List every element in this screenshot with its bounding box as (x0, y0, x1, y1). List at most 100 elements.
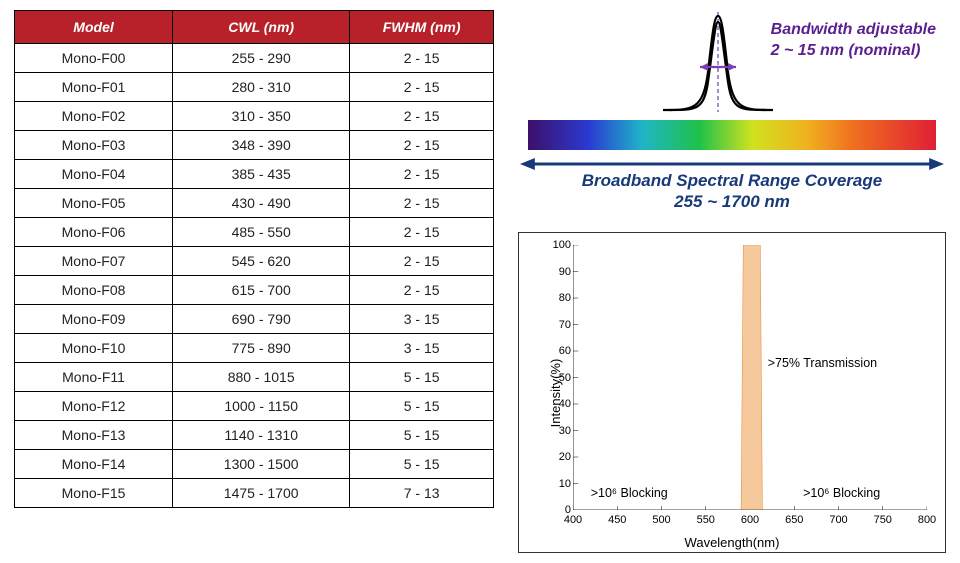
chart-y-tick-label: 20 (549, 451, 571, 463)
chart-y-tick-label: 30 (549, 425, 571, 437)
spectrum-gradient-bar (528, 120, 936, 150)
chart-x-axis-label: Wavelength(nm) (519, 535, 945, 550)
table-cell: 310 - 350 (173, 102, 350, 131)
range-label: Broadband Spectral Range Coverage 255 ~ … (518, 170, 946, 213)
chart-x-tick-label: 550 (697, 514, 715, 526)
table-cell: 1140 - 1310 (173, 421, 350, 450)
table-cell: 7 - 13 (350, 479, 494, 508)
table-cell: 2 - 15 (350, 73, 494, 102)
table-row: Mono-F07545 - 6202 - 15 (15, 247, 494, 276)
table-row: Mono-F121000 - 11505 - 15 (15, 392, 494, 421)
table-cell: 2 - 15 (350, 218, 494, 247)
table-row: Mono-F151475 - 17007 - 13 (15, 479, 494, 508)
table-cell: 5 - 15 (350, 392, 494, 421)
chart-annotation-transmission: >75% Transmission (768, 356, 877, 370)
table-header-cell: Model (15, 11, 173, 44)
chart-y-tick-label: 80 (549, 292, 571, 304)
bandwidth-label-line1: Bandwidth adjustable (771, 21, 936, 38)
table-cell: Mono-F06 (15, 218, 173, 247)
range-label-line2: 255 ~ 1700 nm (674, 192, 790, 211)
chart-x-tick-label: 750 (874, 514, 892, 526)
table-cell: 615 - 700 (173, 276, 350, 305)
table-cell: 280 - 310 (173, 73, 350, 102)
table-row: Mono-F01280 - 3102 - 15 (15, 73, 494, 102)
table-row: Mono-F10775 - 8903 - 15 (15, 334, 494, 363)
bandwidth-label-line2: 2 ~ 15 nm (nominal) (771, 42, 921, 59)
table-row: Mono-F04385 - 4352 - 15 (15, 160, 494, 189)
table-cell: 775 - 890 (173, 334, 350, 363)
table-cell: Mono-F14 (15, 450, 173, 479)
spec-table-container: ModelCWL (nm)FWHM (nm) Mono-F00255 - 290… (14, 10, 494, 553)
chart-x-tick-label: 800 (918, 514, 936, 526)
table-cell: 5 - 15 (350, 421, 494, 450)
table-cell: Mono-F04 (15, 160, 173, 189)
chart-x-tick-label: 650 (785, 514, 803, 526)
table-cell: Mono-F03 (15, 131, 173, 160)
table-cell: 545 - 620 (173, 247, 350, 276)
chart-x-tick-label: 600 (741, 514, 759, 526)
table-row: Mono-F05430 - 4902 - 15 (15, 189, 494, 218)
table-cell: Mono-F02 (15, 102, 173, 131)
table-cell: Mono-F01 (15, 73, 173, 102)
chart-annotation-right-blocking: >10⁶ Blocking (803, 486, 880, 500)
chart-y-tick-label: 90 (549, 266, 571, 278)
table-cell: 3 - 15 (350, 305, 494, 334)
chart-x-tick-label: 500 (652, 514, 670, 526)
table-row: Mono-F02310 - 3502 - 15 (15, 102, 494, 131)
table-cell: 1000 - 1150 (173, 392, 350, 421)
table-cell: Mono-F12 (15, 392, 173, 421)
chart-y-tick-label: 40 (549, 398, 571, 410)
table-cell: 5 - 15 (350, 450, 494, 479)
chart-x-tick-label: 450 (608, 514, 626, 526)
table-row: Mono-F11880 - 10155 - 15 (15, 363, 494, 392)
table-cell: 2 - 15 (350, 44, 494, 73)
range-label-line1: Broadband Spectral Range Coverage (582, 171, 882, 190)
table-cell: 2 - 15 (350, 247, 494, 276)
chart-y-tick-label: 10 (549, 478, 571, 490)
table-cell: Mono-F09 (15, 305, 173, 334)
table-cell: 5 - 15 (350, 363, 494, 392)
table-cell: 2 - 15 (350, 131, 494, 160)
chart-y-tick-label: 60 (549, 345, 571, 357)
table-cell: 255 - 290 (173, 44, 350, 73)
bandwidth-diagram: Bandwidth adjustable 2 ~ 15 nm (nominal)… (518, 10, 946, 220)
table-cell: 2 - 15 (350, 160, 494, 189)
table-cell: 430 - 490 (173, 189, 350, 218)
table-cell: Mono-F07 (15, 247, 173, 276)
chart-x-tick-label: 700 (829, 514, 847, 526)
table-row: Mono-F141300 - 15005 - 15 (15, 450, 494, 479)
table-row: Mono-F08615 - 7002 - 15 (15, 276, 494, 305)
spec-table: ModelCWL (nm)FWHM (nm) Mono-F00255 - 290… (14, 10, 494, 508)
gaussian-peak-icon (658, 12, 778, 112)
table-row: Mono-F131140 - 13105 - 15 (15, 421, 494, 450)
chart-y-tick-label: 100 (549, 239, 571, 251)
table-cell: Mono-F11 (15, 363, 173, 392)
table-cell: Mono-F05 (15, 189, 173, 218)
table-header-cell: CWL (nm) (173, 11, 350, 44)
table-cell: 348 - 390 (173, 131, 350, 160)
table-cell: 3 - 15 (350, 334, 494, 363)
table-cell: Mono-F13 (15, 421, 173, 450)
chart-y-tick-label: 50 (549, 372, 571, 384)
table-cell: 485 - 550 (173, 218, 350, 247)
table-cell: 2 - 15 (350, 102, 494, 131)
table-row: Mono-F09690 - 7903 - 15 (15, 305, 494, 334)
chart-annotation-left-blocking: >10⁶ Blocking (591, 486, 668, 500)
bandwidth-label: Bandwidth adjustable 2 ~ 15 nm (nominal) (771, 20, 936, 62)
table-row: Mono-F00255 - 2902 - 15 (15, 44, 494, 73)
table-cell: Mono-F08 (15, 276, 173, 305)
table-cell: 2 - 15 (350, 189, 494, 218)
table-row: Mono-F03348 - 3902 - 15 (15, 131, 494, 160)
table-header-cell: FWHM (nm) (350, 11, 494, 44)
table-cell: 1475 - 1700 (173, 479, 350, 508)
transmission-chart: Intensity(%) Wavelength(nm) >10⁶ Blockin… (518, 232, 946, 553)
chart-plot-area (573, 245, 927, 510)
table-cell: Mono-F10 (15, 334, 173, 363)
chart-y-tick-label: 70 (549, 319, 571, 331)
table-cell: 1300 - 1500 (173, 450, 350, 479)
table-cell: 690 - 790 (173, 305, 350, 334)
table-cell: Mono-F15 (15, 479, 173, 508)
table-cell: Mono-F00 (15, 44, 173, 73)
chart-y-axis-label: Intensity(%) (548, 358, 563, 427)
table-cell: 2 - 15 (350, 276, 494, 305)
